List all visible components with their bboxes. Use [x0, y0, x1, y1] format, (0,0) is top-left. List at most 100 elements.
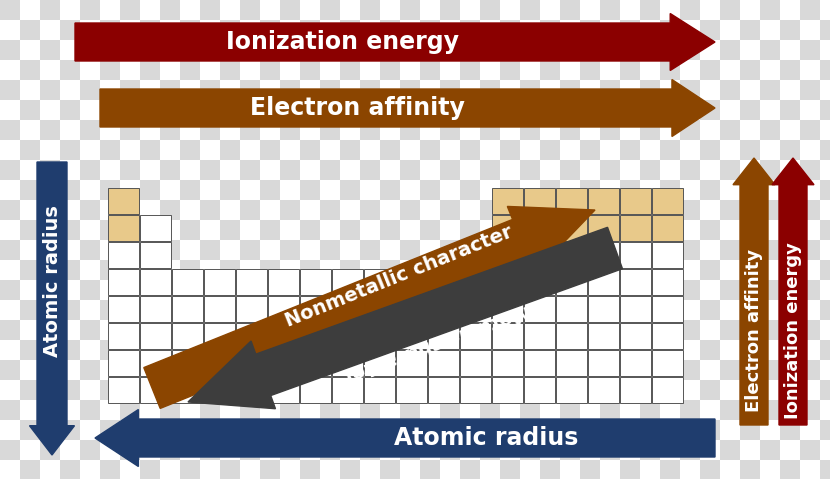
Bar [220, 200, 240, 220]
Bar [500, 360, 520, 380]
Bar [80, 180, 100, 200]
Bar [40, 200, 60, 220]
Bar [0, 280, 20, 300]
Bar [680, 280, 700, 300]
Bar [520, 320, 540, 340]
Bar [820, 280, 830, 300]
Bar [380, 340, 400, 360]
Bar [160, 320, 180, 340]
Bar [680, 20, 700, 40]
Bar [700, 320, 720, 340]
Bar [480, 100, 500, 120]
Bar [620, 280, 640, 300]
Bar [320, 100, 340, 120]
Bar [140, 323, 171, 349]
Bar [300, 460, 320, 479]
Bar [700, 280, 720, 300]
Bar [80, 280, 100, 300]
Bar [500, 300, 520, 320]
Bar [360, 320, 380, 340]
Bar [100, 140, 120, 160]
Bar [340, 260, 360, 280]
Bar [80, 120, 100, 140]
Bar [640, 340, 660, 360]
Bar [780, 180, 800, 200]
Bar [320, 180, 340, 200]
Bar [380, 160, 400, 180]
Bar [440, 380, 460, 400]
Bar [60, 380, 80, 400]
Bar [556, 377, 587, 403]
Bar [240, 60, 260, 80]
Bar [80, 320, 100, 340]
Bar [556, 215, 587, 241]
Bar [420, 400, 440, 420]
Bar [540, 460, 560, 479]
Bar [500, 280, 520, 300]
Bar [320, 60, 340, 80]
Bar [600, 240, 620, 260]
Bar [652, 242, 683, 268]
Bar [800, 20, 820, 40]
Bar [80, 220, 100, 240]
Bar [520, 420, 540, 440]
Bar [180, 200, 200, 220]
Bar [108, 323, 139, 349]
Bar [740, 300, 760, 320]
Bar [180, 300, 200, 320]
Bar [460, 300, 480, 320]
Bar [820, 60, 830, 80]
Bar [588, 377, 619, 403]
Bar [780, 20, 800, 40]
Bar [260, 440, 280, 460]
Bar [560, 200, 580, 220]
Bar [360, 420, 380, 440]
Bar [440, 260, 460, 280]
Bar [460, 400, 480, 420]
Bar [160, 80, 180, 100]
Bar [60, 100, 80, 120]
Bar [680, 200, 700, 220]
Bar [20, 460, 40, 479]
Bar [20, 140, 40, 160]
Bar [120, 240, 140, 260]
Bar [500, 260, 520, 280]
Bar [280, 440, 300, 460]
Bar [540, 400, 560, 420]
Bar [300, 296, 331, 322]
Bar [600, 280, 620, 300]
Bar [260, 400, 280, 420]
Bar [300, 80, 320, 100]
Bar [588, 188, 619, 214]
Bar [440, 420, 460, 440]
Bar [760, 320, 780, 340]
Bar [300, 280, 320, 300]
Bar [780, 140, 800, 160]
Bar [700, 20, 720, 40]
Bar [580, 460, 600, 479]
Bar [620, 400, 640, 420]
Bar [640, 120, 660, 140]
Bar [440, 80, 460, 100]
Bar [80, 420, 100, 440]
Bar [400, 220, 420, 240]
Bar [800, 400, 820, 420]
Bar [440, 20, 460, 40]
Bar [60, 60, 80, 80]
Bar [620, 0, 640, 20]
Bar [200, 160, 220, 180]
Bar [520, 160, 540, 180]
Bar [620, 60, 640, 80]
Bar [480, 160, 500, 180]
Bar [300, 40, 320, 60]
Bar [80, 440, 100, 460]
Bar [460, 60, 480, 80]
Bar [640, 100, 660, 120]
Bar [440, 240, 460, 260]
Bar [760, 300, 780, 320]
Bar [380, 460, 400, 479]
Bar [268, 269, 299, 295]
Bar [660, 380, 680, 400]
Bar [580, 100, 600, 120]
Bar [520, 40, 540, 60]
